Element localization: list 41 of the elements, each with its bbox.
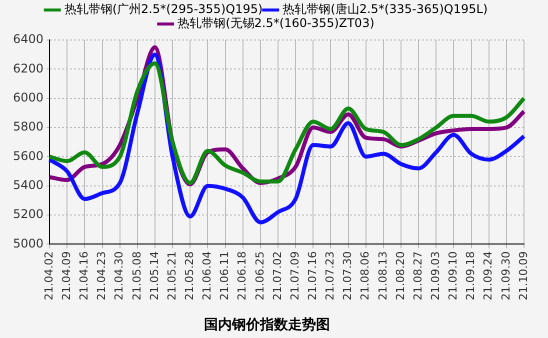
y-tick-label: 6400: [12, 32, 44, 46]
x-tick-label: 21.09.03: [428, 251, 442, 300]
line-series: [48, 52, 526, 224]
x-tick-label: 21.05.21: [165, 251, 178, 300]
y-tick-label: 5200: [12, 207, 44, 222]
y-tick-label: 5800: [12, 120, 44, 134]
x-tick-label: 21.06.18: [236, 251, 249, 300]
x-tick-label: 21.07.30: [341, 251, 354, 300]
y-tick-label: 5400: [12, 178, 44, 192]
text: 国内钢价指数走势图: [204, 317, 330, 334]
x-tick-label: 21.08.13: [376, 251, 390, 300]
x-tick-label: 21.08.06: [358, 251, 372, 300]
legend-label: 热轧带钢(广州2.5*(295-355)Q195): [64, 2, 263, 16]
x-tick-label: 21.07.23: [324, 251, 337, 300]
x-tick-label: 21.04.30: [112, 251, 126, 300]
x-tick-label: 21.04.16: [78, 251, 91, 300]
x-tick-label: 21.05.14: [148, 251, 161, 300]
x-tick-label: 21.10.09: [516, 251, 530, 300]
x-tick-label: 21.09.10: [446, 251, 460, 300]
legend-label: 热轧带钢(唐山2.5*(335-365)Q195L): [282, 2, 488, 16]
x-tick-label: 21.08.27: [411, 251, 424, 300]
x-tick-label: 21.05.08: [130, 251, 144, 300]
x-tick-label: 21.04.02: [42, 251, 56, 300]
y-tick-label: 6200: [12, 61, 44, 76]
x-tick-label: 21.09.24: [482, 251, 495, 300]
x-tick-label: 21.07.16: [306, 251, 319, 300]
x-tick-label: 21.09.30: [499, 251, 512, 300]
legend-label: 热轧带钢(无锡2.5*(160-355)ZT03): [178, 16, 374, 30]
x-tick-label: 21.07.02: [270, 251, 284, 300]
x-tick-label: 21.05.28: [182, 251, 196, 300]
y-tick-label: 6000: [12, 90, 44, 104]
x-tick-label: 21.09.18: [464, 251, 478, 300]
x-tick-label: 21.07.09: [288, 251, 302, 300]
x-tick-label: 21.08.20: [394, 251, 407, 300]
x-tick-label: 21.04.23: [95, 251, 108, 300]
x-tick-label: 21.06.04: [200, 251, 214, 300]
x-tick-label: 21.06.25: [253, 251, 266, 300]
y-tick-label: 5600: [12, 148, 44, 163]
y-tick-label: 5000: [12, 236, 44, 250]
x-tick-label: 21.04.09: [60, 251, 73, 300]
x-tick-label: 21.06.11: [218, 251, 232, 300]
